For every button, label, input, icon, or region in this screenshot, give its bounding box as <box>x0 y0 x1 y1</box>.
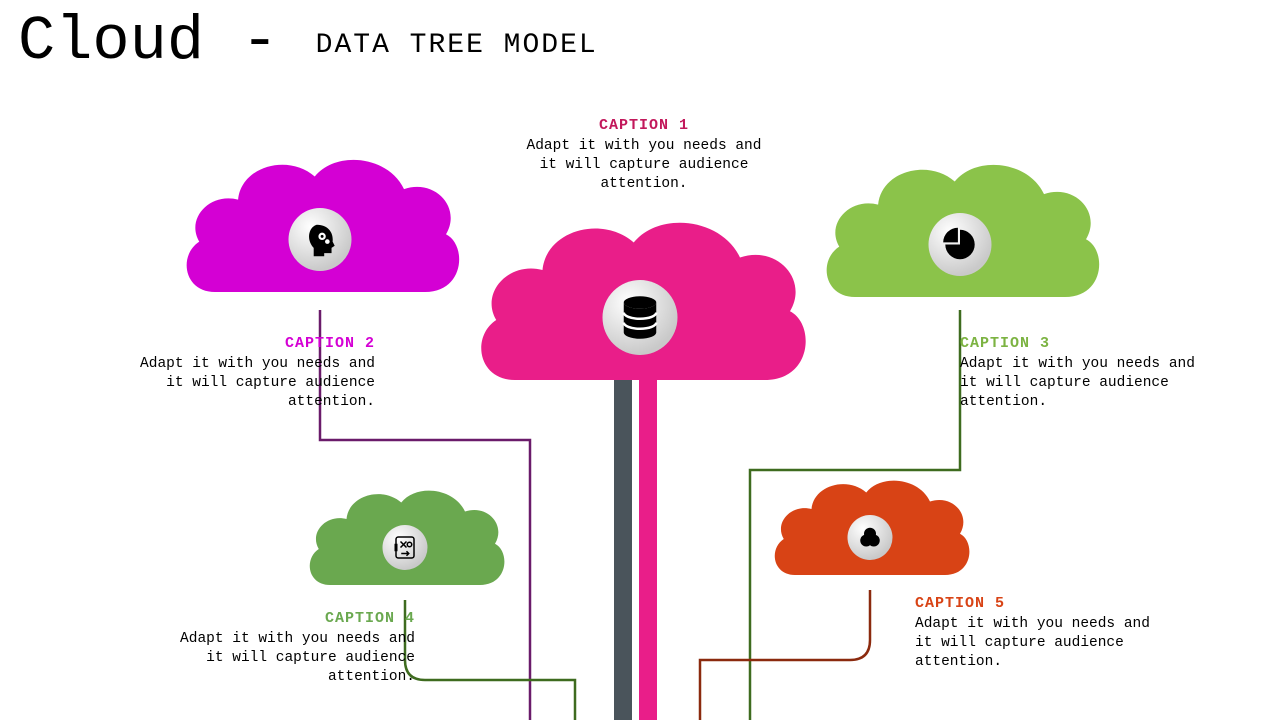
cloud-c1 <box>481 223 805 380</box>
database-icon <box>624 296 657 339</box>
caption-c2: CAPTION 2 Adapt it with you needs and it … <box>135 335 375 412</box>
caption-body: Adapt it with you needs and it will capt… <box>960 355 1200 412</box>
caption-title: CAPTION 3 <box>960 335 1200 352</box>
cloud-c2 <box>187 160 460 292</box>
caption-c4: CAPTION 4 Adapt it with you needs and it … <box>175 610 415 687</box>
caption-c3: CAPTION 3 Adapt it with you needs and it … <box>960 335 1200 412</box>
cloud-c5 <box>775 481 970 575</box>
caption-body: Adapt it with you needs and it will capt… <box>175 630 415 687</box>
caption-c1: CAPTION 1 Adapt it with you needs and it … <box>524 117 764 194</box>
caption-body: Adapt it with you needs and it will capt… <box>915 615 1155 672</box>
stem-c4 <box>405 600 575 720</box>
caption-title: CAPTION 4 <box>175 610 415 627</box>
caption-body: Adapt it with you needs and it will capt… <box>524 137 764 194</box>
icon-badge <box>383 525 428 570</box>
stem-c5 <box>700 590 870 720</box>
caption-c5: CAPTION 5 Adapt it with you needs and it … <box>915 595 1155 672</box>
cloud-c3 <box>827 165 1100 297</box>
caption-title: CAPTION 2 <box>135 335 375 352</box>
cloud-c4 <box>310 491 505 585</box>
caption-body: Adapt it with you needs and it will capt… <box>135 355 375 412</box>
caption-title: CAPTION 5 <box>915 595 1155 612</box>
caption-title: CAPTION 1 <box>524 117 764 134</box>
